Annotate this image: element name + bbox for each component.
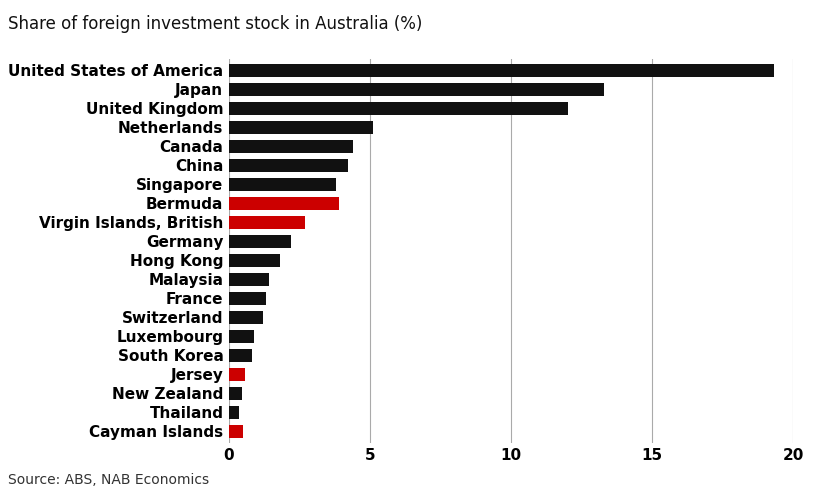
Bar — [229, 140, 353, 154]
Bar — [229, 83, 605, 96]
Bar — [229, 63, 774, 77]
Text: Source: ABS, NAB Economics: Source: ABS, NAB Economics — [8, 473, 209, 487]
Bar — [229, 101, 568, 115]
Bar — [229, 121, 373, 134]
Bar — [229, 387, 242, 400]
Bar — [229, 348, 252, 362]
Bar — [229, 273, 268, 286]
Bar — [229, 235, 291, 248]
Bar — [229, 158, 348, 172]
Bar — [229, 215, 305, 229]
Bar — [229, 330, 254, 343]
Bar — [229, 253, 280, 267]
Bar — [229, 405, 239, 419]
Bar — [229, 197, 339, 210]
Bar — [229, 292, 266, 305]
Bar — [229, 310, 263, 324]
Bar — [229, 425, 243, 438]
Text: Share of foreign investment stock in Australia (%): Share of foreign investment stock in Aus… — [8, 15, 423, 33]
Bar — [229, 368, 245, 381]
Bar — [229, 178, 336, 191]
